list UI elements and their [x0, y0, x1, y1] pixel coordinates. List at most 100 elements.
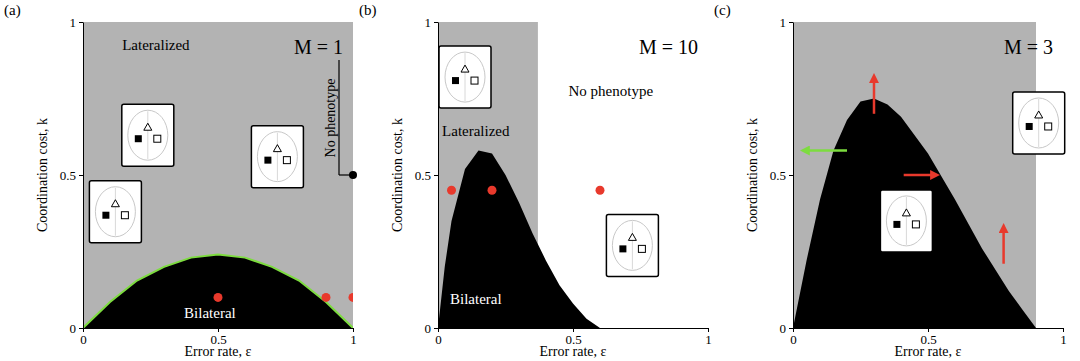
icon-triangle	[461, 65, 469, 72]
point	[596, 186, 605, 195]
tick-label: 0	[70, 321, 77, 336]
inset-box	[1013, 92, 1065, 154]
tick: 1	[350, 328, 357, 347]
tick: 1	[1060, 328, 1067, 347]
tick: 0	[70, 321, 84, 336]
brain-outline	[257, 132, 297, 182]
tick: 0	[425, 321, 439, 336]
icon-triangle	[144, 123, 152, 130]
axis-line	[83, 23, 84, 329]
tick-label: 1	[1060, 332, 1067, 347]
panel: 00.5100.51Error rate, εCoordination cost…	[359, 2, 712, 359]
tick-mark	[789, 22, 793, 23]
inset	[606, 214, 658, 276]
tick-label: 0	[790, 332, 797, 347]
inset-box	[606, 214, 658, 276]
pointer-bar	[338, 60, 339, 175]
inset-box	[880, 190, 932, 252]
x-axis-title: Error rate, ε	[540, 344, 607, 359]
inset	[880, 190, 932, 252]
icon-square	[102, 212, 109, 219]
icon-open-square	[283, 157, 290, 164]
inset	[89, 181, 141, 243]
brain-midline	[465, 53, 466, 101]
panel: 00.5100.51Error rate, εCoordination cost…	[714, 2, 1067, 359]
brain-outline	[612, 220, 652, 270]
tick-mark	[789, 175, 793, 176]
panel: 00.5100.51Error rate, εCoordination cost…	[4, 2, 358, 359]
plot-marks	[438, 22, 605, 328]
inset-box	[439, 46, 491, 108]
tick: 0.5	[770, 168, 793, 183]
icon-open-square	[121, 212, 128, 219]
icon-square	[1026, 123, 1033, 130]
inset-box	[122, 104, 174, 166]
tick-mark	[434, 328, 438, 329]
icon-square	[452, 77, 459, 84]
icon-open-square	[471, 77, 478, 84]
region-area	[83, 22, 353, 328]
boundary-line	[83, 255, 353, 328]
axis: 00.51	[770, 15, 794, 336]
point	[447, 186, 456, 195]
annotation: Bilateral	[450, 291, 502, 307]
tick-label: 0.5	[770, 168, 786, 183]
tick: 1	[705, 328, 712, 347]
tick-label: 1	[780, 15, 787, 30]
annotation: No phenotype	[569, 83, 654, 99]
tick: 1	[780, 15, 794, 30]
tick-mark	[79, 22, 83, 23]
icon-open-square	[638, 245, 645, 252]
brain-midline	[906, 197, 907, 245]
tick-label: 1	[705, 332, 712, 347]
tick-mark	[79, 328, 83, 329]
y-axis-title: Coordination cost, k	[745, 118, 760, 232]
tick: 0.5	[415, 168, 438, 183]
pointer-dot	[349, 171, 357, 179]
annotation: Lateralized	[442, 123, 510, 139]
inset	[122, 104, 174, 166]
figure: 00.5100.51Error rate, εCoordination cost…	[0, 0, 1080, 361]
arrow	[804, 149, 847, 152]
icon-square	[264, 157, 271, 164]
tick-mark	[79, 175, 83, 176]
icon-square	[135, 135, 142, 142]
arrow	[873, 77, 876, 114]
brain-midline	[147, 111, 148, 159]
axis: 00.51	[60, 15, 84, 336]
region-area	[438, 151, 600, 328]
tick: 0.5	[60, 168, 83, 183]
point	[488, 186, 497, 195]
tick-label: 0	[425, 321, 432, 336]
inset	[251, 126, 303, 188]
inset-box	[251, 126, 303, 188]
brain-outline	[1019, 98, 1059, 148]
brain-midline	[632, 221, 633, 269]
axis-line	[793, 23, 794, 329]
point	[214, 293, 223, 302]
tick-label: 0	[780, 321, 787, 336]
panel-title: M = 3	[1004, 36, 1053, 58]
tick-mark	[434, 175, 438, 176]
panel-label: (b)	[359, 2, 377, 19]
inset	[439, 46, 491, 108]
annotation: Bilateral	[184, 305, 236, 321]
brain-midline	[277, 133, 278, 181]
icon-triangle	[111, 200, 119, 207]
panel-label: (a)	[4, 2, 21, 19]
plot-marks	[83, 22, 353, 328]
icon-open-square	[154, 135, 161, 142]
tick-label: 0	[80, 332, 87, 347]
icon-triangle	[628, 233, 636, 240]
panel-title: M = 1	[294, 36, 343, 58]
tick: 0	[790, 328, 797, 347]
tick-label: 0	[435, 332, 442, 347]
tick-label: 1	[425, 15, 432, 30]
axis: 00.51	[415, 15, 439, 336]
tick: 0	[435, 328, 442, 347]
brain-midline	[1038, 99, 1039, 147]
arrow	[904, 174, 936, 177]
icon-square	[619, 245, 626, 252]
x-axis-title: Error rate, ε	[185, 344, 252, 359]
inset	[1013, 92, 1065, 154]
